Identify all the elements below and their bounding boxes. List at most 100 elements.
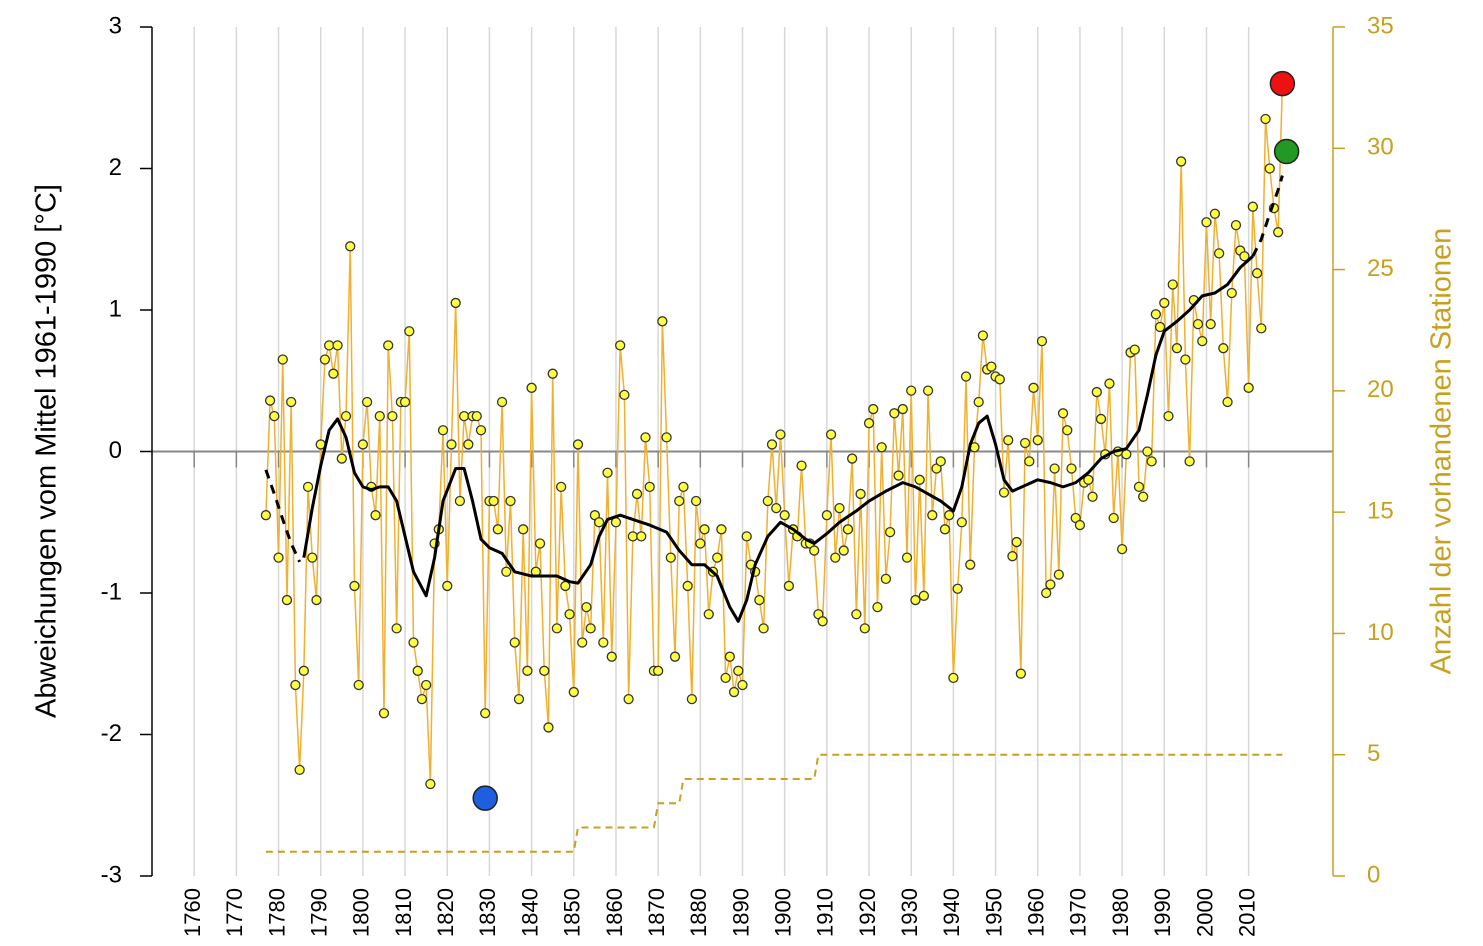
data-point bbox=[458, 410, 470, 422]
data-point bbox=[783, 580, 795, 592]
data-point bbox=[994, 374, 1005, 385]
x-tick-label: 1850 bbox=[560, 888, 585, 937]
y-tick-label: -3 bbox=[101, 861, 122, 888]
data-point bbox=[1159, 297, 1170, 309]
data-point bbox=[775, 429, 786, 440]
data-point bbox=[1213, 248, 1225, 259]
data-point bbox=[939, 524, 951, 535]
data-point bbox=[842, 524, 854, 535]
data-point bbox=[281, 594, 293, 606]
data-point bbox=[712, 552, 723, 563]
x-tick-label: 1840 bbox=[517, 888, 542, 937]
data-point bbox=[1036, 335, 1048, 347]
data-point bbox=[1197, 335, 1208, 347]
data-point bbox=[463, 439, 474, 450]
data-point bbox=[834, 502, 845, 514]
data-point bbox=[404, 326, 415, 337]
data-point bbox=[918, 590, 930, 601]
data-point bbox=[1201, 217, 1212, 228]
data-point bbox=[657, 316, 668, 327]
data-point bbox=[492, 524, 504, 535]
x-tick-label: 2000 bbox=[1192, 888, 1217, 937]
y-axis-title: Abweichungen vom Mittel 1961-1990 [°C] bbox=[31, 184, 63, 718]
data-point bbox=[669, 651, 681, 662]
data-point bbox=[619, 389, 630, 401]
data-point bbox=[741, 531, 752, 542]
data-point bbox=[518, 524, 529, 535]
data-point bbox=[585, 623, 596, 634]
data-point bbox=[1045, 579, 1056, 590]
data-point bbox=[264, 395, 276, 406]
data-point bbox=[652, 665, 664, 676]
data-point bbox=[872, 602, 883, 613]
x-tick-label: 1870 bbox=[644, 888, 669, 937]
data-point bbox=[762, 495, 773, 507]
data-point bbox=[332, 340, 343, 351]
y2-tick-label: 25 bbox=[1367, 255, 1394, 282]
data-point bbox=[977, 330, 989, 341]
data-point bbox=[1024, 456, 1035, 467]
data-point bbox=[361, 396, 373, 408]
data-point bbox=[897, 403, 908, 415]
data-point bbox=[319, 354, 331, 365]
data-point bbox=[1028, 382, 1039, 393]
data-point bbox=[374, 410, 385, 422]
data-point bbox=[277, 354, 288, 365]
x-tick-label: 1760 bbox=[180, 888, 205, 937]
data-point bbox=[1011, 536, 1022, 548]
data-point bbox=[1041, 587, 1052, 599]
data-point bbox=[1264, 163, 1275, 174]
x-tick-label: 1960 bbox=[1024, 888, 1049, 937]
data-point bbox=[568, 686, 579, 698]
data-point bbox=[1062, 425, 1073, 436]
data-point bbox=[661, 432, 672, 443]
data-point bbox=[522, 665, 533, 676]
y2-tick-label: 10 bbox=[1367, 619, 1394, 646]
data-point bbox=[1251, 268, 1263, 279]
data-point bbox=[884, 527, 896, 538]
data-point bbox=[345, 241, 356, 252]
data-point bbox=[1095, 413, 1107, 425]
data-point bbox=[286, 396, 297, 408]
data-point bbox=[547, 368, 558, 379]
x-tick-label: 1920 bbox=[855, 888, 880, 937]
data-point bbox=[716, 524, 727, 535]
data-point bbox=[598, 637, 609, 648]
data-point bbox=[577, 637, 588, 648]
data-point bbox=[437, 425, 449, 436]
y2-tick-label: 0 bbox=[1367, 861, 1380, 888]
data-point bbox=[383, 340, 394, 351]
highlight-point bbox=[472, 785, 498, 811]
data-point bbox=[809, 545, 820, 556]
data-point bbox=[1218, 343, 1229, 354]
data-point bbox=[357, 439, 369, 450]
data-point bbox=[758, 623, 769, 634]
highlight-point bbox=[1269, 70, 1296, 97]
data-point bbox=[1256, 323, 1267, 334]
x-tick-label: 1940 bbox=[939, 888, 964, 937]
data-point bbox=[1007, 551, 1018, 562]
data-point bbox=[534, 538, 546, 549]
data-point bbox=[889, 408, 900, 419]
data-point bbox=[269, 410, 280, 422]
data-point bbox=[914, 474, 925, 485]
data-point bbox=[480, 708, 491, 719]
data-point bbox=[910, 594, 921, 606]
data-point bbox=[627, 531, 638, 542]
data-point bbox=[956, 517, 967, 528]
data-point bbox=[1260, 113, 1271, 125]
data-point bbox=[602, 467, 613, 478]
data-point bbox=[948, 672, 959, 684]
data-point bbox=[859, 623, 870, 634]
data-point bbox=[893, 470, 904, 481]
data-point bbox=[863, 418, 875, 429]
x-tick-label: 1880 bbox=[686, 888, 711, 937]
data-point bbox=[1180, 354, 1191, 365]
data-point bbox=[378, 708, 390, 719]
data-point bbox=[446, 439, 457, 450]
y-tick-label: 3 bbox=[109, 12, 122, 39]
data-point bbox=[391, 623, 402, 634]
data-point bbox=[817, 616, 828, 627]
data-point bbox=[678, 481, 689, 493]
data-point bbox=[1222, 396, 1233, 408]
